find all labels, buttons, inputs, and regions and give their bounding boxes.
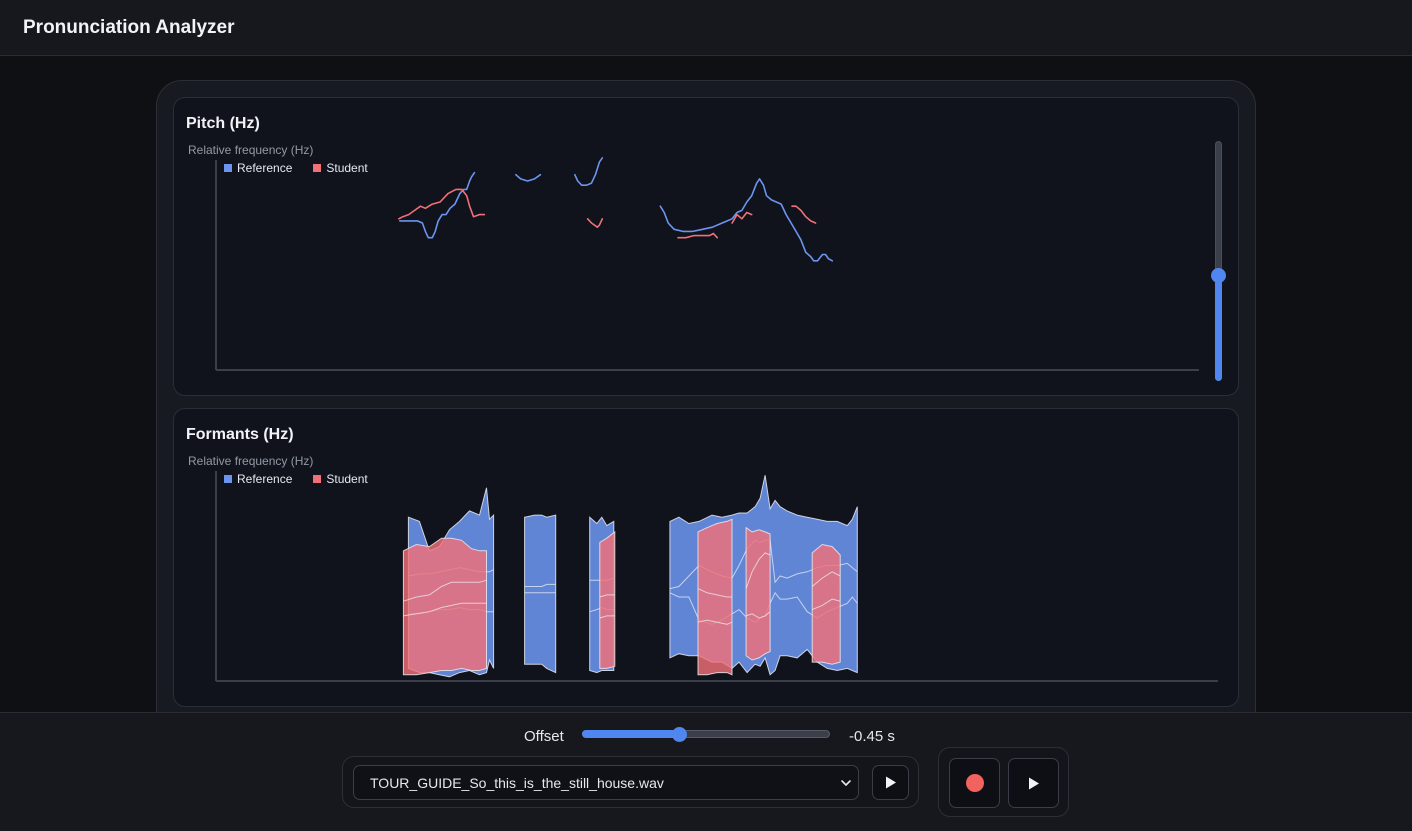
pitch-chart (215, 157, 1199, 371)
legend-item-student: Student (313, 472, 368, 486)
student-swatch (313, 475, 322, 483)
formant-band-student (745, 526, 771, 661)
formant-track-student (697, 619, 733, 625)
record-button[interactable] (949, 758, 1000, 808)
pitch-panel: Pitch (Hz) Relative frequency (Hz) Refer… (173, 97, 1239, 396)
legend-label-student: Student (326, 161, 368, 175)
formant-track-student (403, 579, 487, 602)
chevron-down-icon (841, 780, 851, 786)
formant-track-student (745, 611, 771, 619)
formants-legend: Reference Student (224, 472, 389, 486)
audio-file-select[interactable]: TOUR_GUIDE_So_this_is_the_still_house.wa… (353, 765, 859, 800)
formant-track-student (403, 602, 487, 617)
legend-item-reference: Reference (224, 472, 292, 486)
formant-band-student (811, 543, 841, 665)
formant-track-student (745, 552, 771, 589)
formant-track-reference (524, 583, 556, 587)
offset-slider[interactable] (582, 727, 830, 742)
formants-title: Formants (Hz) (186, 426, 294, 443)
formant-band-student (599, 530, 616, 669)
formant-band-reference (524, 514, 557, 674)
recording-controls (938, 747, 1069, 817)
pitch-line-reference (659, 178, 834, 262)
pitch-line-reference (515, 173, 542, 182)
legend-label-reference: Reference (237, 472, 293, 486)
offset-label: Offset (524, 728, 564, 745)
controls-bar: Offset -0.45 s TOUR_GUIDE_So_this_is_the… (0, 712, 1412, 831)
formant-band-student (697, 518, 733, 676)
legend-item-reference: Reference (224, 161, 292, 175)
formant-track-student (599, 615, 615, 619)
pitch-line-reference (399, 171, 476, 239)
formant-track-student (599, 594, 615, 598)
legend-item-student: Student (313, 161, 368, 175)
audio-file-name: TOUR_GUIDE_So_this_is_the_still_house.wa… (370, 775, 664, 791)
pitch-title: Pitch (Hz) (186, 115, 260, 132)
pitch-line-student (398, 188, 486, 220)
top-bar: Pronunciation Analyzer (0, 0, 1412, 56)
pitch-legend: Reference Student (224, 161, 389, 175)
pitch-line-student (791, 205, 817, 224)
formants-panel: Formants (Hz) Relative frequency (Hz) Re… (173, 408, 1239, 707)
play-recording-button[interactable] (1008, 758, 1059, 808)
file-controls: TOUR_GUIDE_So_this_is_the_still_house.wa… (342, 756, 919, 808)
formant-track-student (812, 598, 841, 611)
record-icon (965, 774, 984, 792)
formant-track-student (811, 571, 841, 587)
play-file-button[interactable] (872, 765, 909, 800)
formants-chart (215, 471, 1218, 682)
offset-slider-fill (582, 730, 679, 738)
legend-label-student: Student (326, 472, 368, 486)
pitch-zoom-fill (1215, 275, 1222, 381)
pitch-line-student (586, 218, 604, 228)
pitch-y-axis-label: Relative frequency (Hz) (188, 143, 314, 157)
pitch-line-reference (574, 157, 604, 186)
app-title: Pronunciation Analyzer (23, 17, 235, 38)
reference-swatch (224, 164, 232, 172)
pitch-zoom-slider[interactable] (1211, 141, 1226, 381)
student-swatch (313, 164, 322, 172)
formant-track-student (697, 588, 732, 598)
offset-value: -0.45 s (849, 728, 895, 745)
play-icon (885, 776, 896, 789)
pitch-line-student (677, 232, 719, 239)
pitch-zoom-thumb[interactable] (1211, 268, 1226, 284)
play-icon (1028, 777, 1039, 789)
formants-y-axis-label: Relative frequency (Hz) (188, 454, 314, 468)
pitch-line-student (731, 211, 753, 224)
offset-slider-thumb[interactable] (671, 727, 687, 742)
legend-label-reference: Reference (237, 161, 293, 175)
reference-swatch (224, 475, 232, 483)
